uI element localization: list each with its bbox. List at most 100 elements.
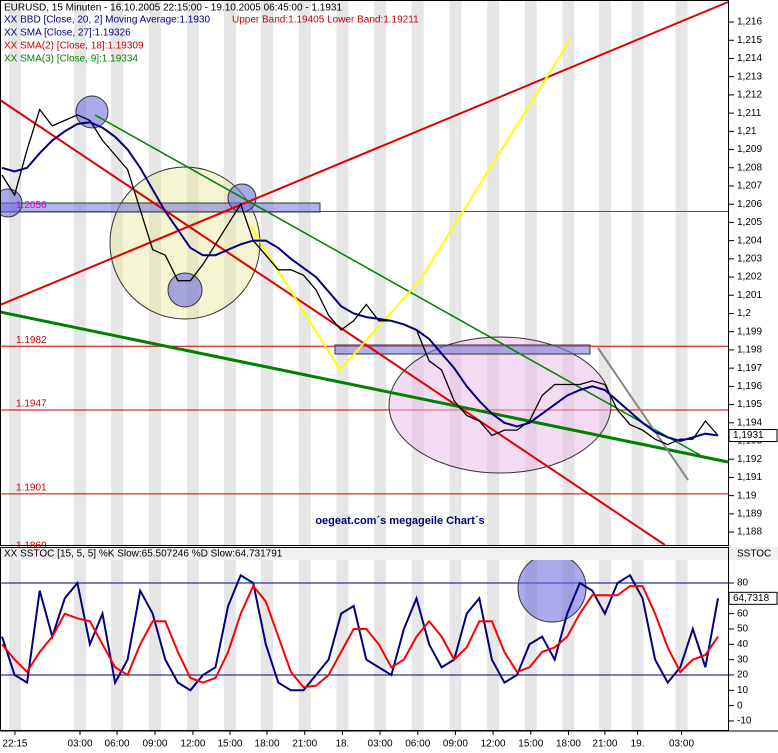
y-tick-label: 1,194 bbox=[737, 417, 762, 428]
y-tick-label: 1,191 bbox=[737, 472, 762, 483]
x-tick-label: 03:00 bbox=[368, 739, 393, 750]
y-tick-label: 1,201 bbox=[737, 290, 762, 301]
y-tick-label: 1,208 bbox=[737, 162, 762, 173]
x-tick-label: 22:15 bbox=[2, 739, 27, 750]
x-tick-label: 18. bbox=[335, 739, 349, 750]
y-tick-label: 40 bbox=[737, 639, 749, 650]
grid-band bbox=[411, 0, 424, 545]
trend-line bbox=[0, 310, 729, 464]
y-tick-label: 1,204 bbox=[737, 235, 762, 246]
series-line bbox=[1, 584, 719, 689]
grid-band bbox=[111, 560, 124, 730]
trend-line bbox=[94, 114, 701, 456]
y-tick-label: 1,202 bbox=[737, 272, 762, 283]
y-tick-label: 0 bbox=[737, 700, 743, 711]
grid-band bbox=[223, 0, 236, 545]
series-line bbox=[1, 121, 719, 443]
grid-band bbox=[74, 560, 87, 730]
x-tick-label: 18:00 bbox=[255, 739, 280, 750]
y-tick-label: 1,198 bbox=[737, 345, 762, 356]
grid-band bbox=[261, 0, 274, 545]
y-tick-label: 1,199 bbox=[737, 326, 762, 337]
y-tick-label: 1,21 bbox=[737, 126, 757, 137]
grid-band bbox=[186, 0, 199, 545]
x-tick-label: 09:00 bbox=[443, 739, 468, 750]
grid-band bbox=[336, 560, 349, 730]
y-tick-label: 1,2 bbox=[737, 308, 751, 319]
level-label: 1.1869 bbox=[16, 541, 47, 552]
y-tick-label: -10 bbox=[737, 716, 752, 727]
grid-band bbox=[298, 560, 311, 730]
grid-band bbox=[8, 560, 21, 730]
y-tick-label: 1,19 bbox=[737, 490, 757, 501]
y-tick-label: 1,207 bbox=[737, 181, 762, 192]
level-label: 1.1982 bbox=[16, 335, 47, 346]
y-tick-label: 1,188 bbox=[737, 527, 762, 538]
y-tick-label: 1,215 bbox=[737, 35, 762, 46]
y-tick-label: 1,203 bbox=[737, 253, 762, 264]
y-tick-label: 1,211 bbox=[737, 108, 762, 119]
panel-title: XX SSTOC [15, 5, 5] %K Slow:65.507246 %D… bbox=[4, 549, 283, 560]
legend-entry: XX SMA [Close, 27]:1.19326 bbox=[4, 28, 131, 39]
grid-band bbox=[562, 0, 575, 545]
grid-band bbox=[298, 0, 311, 545]
y-tick-label: 1,192 bbox=[737, 454, 762, 465]
grid-band bbox=[411, 560, 424, 730]
grid-band bbox=[148, 560, 161, 730]
x-tick-label: 19. bbox=[631, 739, 645, 750]
last-value-label: 1,1931 bbox=[733, 430, 764, 441]
x-tick-label: 06:00 bbox=[405, 739, 430, 750]
y-tick-label: 50 bbox=[737, 624, 749, 635]
annotation: oegeat.com´s megageile Chart´s bbox=[315, 515, 484, 527]
grid-band bbox=[336, 0, 349, 545]
grid-band bbox=[598, 0, 611, 545]
y-tick-label: 1,205 bbox=[737, 217, 762, 228]
legend-entry: Upper Band:1.19405 Lower Band:1.19211 bbox=[232, 15, 419, 26]
y-tick-label: 1,214 bbox=[737, 53, 762, 64]
x-tick-label: 18:00 bbox=[556, 739, 581, 750]
grid-band bbox=[598, 560, 611, 730]
x-tick-label: 21:00 bbox=[292, 739, 317, 750]
trend-line bbox=[597, 347, 689, 481]
y-tick-label: 1,206 bbox=[737, 199, 762, 210]
grid-band bbox=[675, 560, 688, 730]
panel-frame bbox=[0, 0, 729, 546]
last-value-label: 64,7318 bbox=[733, 593, 770, 604]
marker-circle bbox=[0, 188, 23, 218]
y-tick-label: 1,196 bbox=[737, 381, 762, 392]
zone-ellipse bbox=[388, 336, 612, 474]
y-tick-label: 1,216 bbox=[737, 17, 762, 28]
y-tick-label: 10 bbox=[737, 685, 749, 696]
x-tick-label: 15:00 bbox=[518, 739, 543, 750]
x-tick-label: 12:00 bbox=[180, 739, 205, 750]
trend-line bbox=[249, 39, 571, 372]
y-tick-label: 30 bbox=[737, 654, 749, 665]
zone-rect bbox=[334, 344, 591, 355]
series-line bbox=[1, 108, 719, 446]
grid-band bbox=[675, 0, 688, 545]
trend-line bbox=[0, 99, 666, 546]
legend-entry: XX SMA(3) [Close, 9]:1.19334 bbox=[4, 54, 138, 65]
grid-band bbox=[8, 0, 21, 545]
chart-title: EURUSD, 15 Minuten - 16.10.2005 22:15:00… bbox=[4, 3, 342, 14]
y-tick-label: 60 bbox=[737, 608, 749, 619]
panel-header bbox=[0, 547, 778, 560]
x-tick-label: 03:00 bbox=[669, 739, 694, 750]
drawings bbox=[0, 1, 729, 623]
grid-band bbox=[148, 0, 161, 545]
x-tick-label: 15:00 bbox=[217, 739, 242, 750]
trend-line bbox=[0, 1, 729, 306]
grid-band bbox=[631, 560, 644, 730]
grid-band bbox=[186, 560, 199, 730]
x-tick-label: 21:00 bbox=[592, 739, 617, 750]
y-tick-label: 80 bbox=[737, 578, 749, 589]
level-label: 1.2056 bbox=[16, 200, 47, 211]
grid-band bbox=[487, 560, 500, 730]
marker-circle bbox=[167, 272, 203, 308]
y-tick-label: 20 bbox=[737, 670, 749, 681]
y-tick-label: 1,212 bbox=[737, 90, 762, 101]
x-tick-label: 06:00 bbox=[105, 739, 130, 750]
y-tick-label: 1,189 bbox=[737, 508, 762, 519]
x-tick-label: 03:00 bbox=[67, 739, 92, 750]
